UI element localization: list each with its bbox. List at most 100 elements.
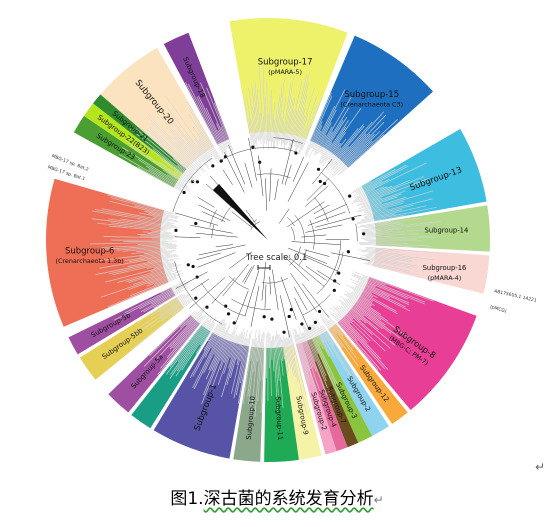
internal-arc <box>209 209 217 228</box>
leaf-branch-edge <box>358 242 408 244</box>
leaf-branch-edge <box>329 320 354 352</box>
leaf-branch-edge <box>356 203 383 212</box>
node-dot <box>270 317 274 321</box>
leaf-branch-edge <box>154 273 183 285</box>
leaf-branch-edge <box>328 143 342 160</box>
leaf-branch-edge <box>107 277 178 308</box>
leaf-branch-edge <box>280 122 285 144</box>
leaf-branch-edge <box>366 259 413 269</box>
leaf-branch-edge <box>340 296 383 329</box>
leaf-branch-edge <box>330 313 379 371</box>
leaf-branch-edge <box>146 262 172 269</box>
scale-bar: Tree scale: 0.1 <box>245 253 307 270</box>
internal-arc <box>309 219 315 250</box>
leaf-branch-edge <box>308 324 338 385</box>
leaf-branch-edge <box>250 338 255 361</box>
leaf-branch-edge <box>325 320 359 367</box>
leaf-branch-edge <box>281 339 285 360</box>
leaf-branch-edge <box>108 218 178 229</box>
leaf-branch-edge <box>169 315 210 367</box>
leaf-branch-edge <box>243 95 253 147</box>
leaf-branch-edge <box>248 118 253 143</box>
leaf-branch-edge <box>336 306 353 323</box>
leaf-branch-edge <box>147 233 169 235</box>
leaf-branch-edge <box>112 261 170 275</box>
leaf-branch-edge <box>339 134 385 175</box>
internal-arc <box>174 261 223 325</box>
leaf-branch-edge <box>224 325 238 363</box>
node-dot <box>251 145 255 149</box>
leaf-branch-edge <box>137 234 177 237</box>
leaf-branch-edge <box>157 306 206 359</box>
leaf-branch-edge <box>254 93 259 142</box>
leaf-branch-edge <box>236 335 244 360</box>
internal-branch <box>279 208 290 224</box>
leaf-branch-edge <box>298 334 318 396</box>
leaf-branch-edge <box>272 102 275 143</box>
leaf-branch-edge <box>350 292 373 306</box>
leaf-branch-edge <box>198 137 213 158</box>
leaf-branch-edge <box>294 334 310 386</box>
leaf-branch-edge <box>347 293 389 322</box>
node-dot <box>300 322 304 326</box>
leaf-branch-edge <box>273 335 278 413</box>
leaf-branch-edge <box>167 174 188 188</box>
leaf-branch-edge <box>180 311 197 328</box>
leaf-branch-edge <box>356 178 429 207</box>
leaf-branch-edge <box>295 113 309 154</box>
leaf-branch-edge <box>252 107 258 149</box>
leaf-branch-edge <box>297 125 309 156</box>
leaf-branch-edge <box>313 323 330 355</box>
leaf-branch-edge <box>320 117 347 159</box>
leaf-branch-edge <box>343 293 382 321</box>
leaf-branch-edge <box>364 196 398 208</box>
leaf-branch-edge <box>143 250 176 254</box>
internal-arc <box>221 207 231 223</box>
leaf-branch-edge <box>157 315 207 375</box>
leaf-branch-edge <box>361 236 436 239</box>
sector-sg2 <box>318 330 389 437</box>
leaf-branch-edge <box>200 130 221 163</box>
leaf-branch-edge <box>362 255 398 262</box>
leaf-branch-edge <box>320 107 350 154</box>
internal-branch <box>331 252 370 261</box>
leaf-branch-edge <box>140 235 178 238</box>
leaf-branch-edge <box>151 293 186 316</box>
internal-branch <box>264 284 267 309</box>
leaf-branch-edge <box>159 294 186 313</box>
leaf-branch-edge <box>129 128 194 180</box>
leaf-branch-edge <box>117 264 181 283</box>
leaf-branch-edge <box>248 88 256 144</box>
internal-branch <box>228 145 246 185</box>
leaf-branch-edge <box>360 213 396 222</box>
leaf-branch-edge <box>137 166 185 194</box>
leaf-branch-edge <box>90 242 167 245</box>
leaf-branch-edge <box>142 231 173 234</box>
internal-branch <box>292 156 304 182</box>
leaf-branch-edge <box>307 329 319 354</box>
leaf-branch-edge <box>217 130 227 149</box>
leaf-branch-edge <box>338 305 354 319</box>
leaf-branch-edge <box>322 108 361 163</box>
internal-arc <box>289 246 301 266</box>
leaf-branch-edge <box>161 297 193 322</box>
leaf-branch-edge <box>318 142 333 163</box>
leaf-branch-edge <box>327 316 344 336</box>
leaf-branch-edge <box>173 128 202 163</box>
sector-sg18 <box>163 32 230 145</box>
leaf-branch-edge <box>253 340 258 372</box>
leaf-branch-edge <box>289 70 310 152</box>
leaf-branch-edge <box>360 176 424 203</box>
internal-branch <box>269 168 272 202</box>
leaf-branch-edge <box>203 327 226 374</box>
leaf-branch-edge <box>330 307 389 370</box>
leaf-branch-edge <box>200 322 215 345</box>
sector-sg4 <box>301 340 348 452</box>
leaf-branch-edge <box>211 322 225 349</box>
leaf-branch-edge <box>271 114 273 148</box>
leaf-branch-edge <box>153 262 177 269</box>
leaf-branch-edge <box>223 333 238 374</box>
node-dot <box>258 160 262 164</box>
leaf-branch-edge <box>279 334 284 362</box>
internal-branch <box>250 285 260 328</box>
